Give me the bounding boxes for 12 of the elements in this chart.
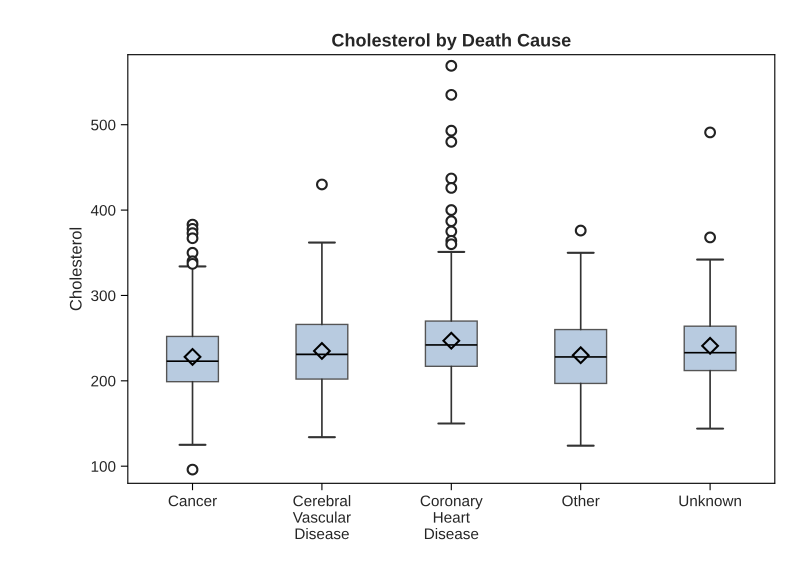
y-tick-label: 400 (90, 204, 116, 216)
x-tick-label: Cancer (168, 495, 217, 506)
x-tick-label: Coronary Heart Disease (420, 495, 483, 540)
y-tick-label: 100 (92, 461, 116, 472)
y-tick-label: 300 (91, 290, 116, 302)
x-tick-label: Other (562, 495, 600, 506)
y-axis-title: Cholesterol (69, 228, 82, 310)
x-tick-label: Cerebral Vascular Disease (292, 495, 351, 540)
y-tick-label: 500 (91, 120, 116, 130)
chart-title: Cholesterol by Death Cause (332, 33, 571, 50)
y-tick-label: 200 (91, 376, 116, 387)
x-tick-label: Unknown (679, 495, 741, 506)
